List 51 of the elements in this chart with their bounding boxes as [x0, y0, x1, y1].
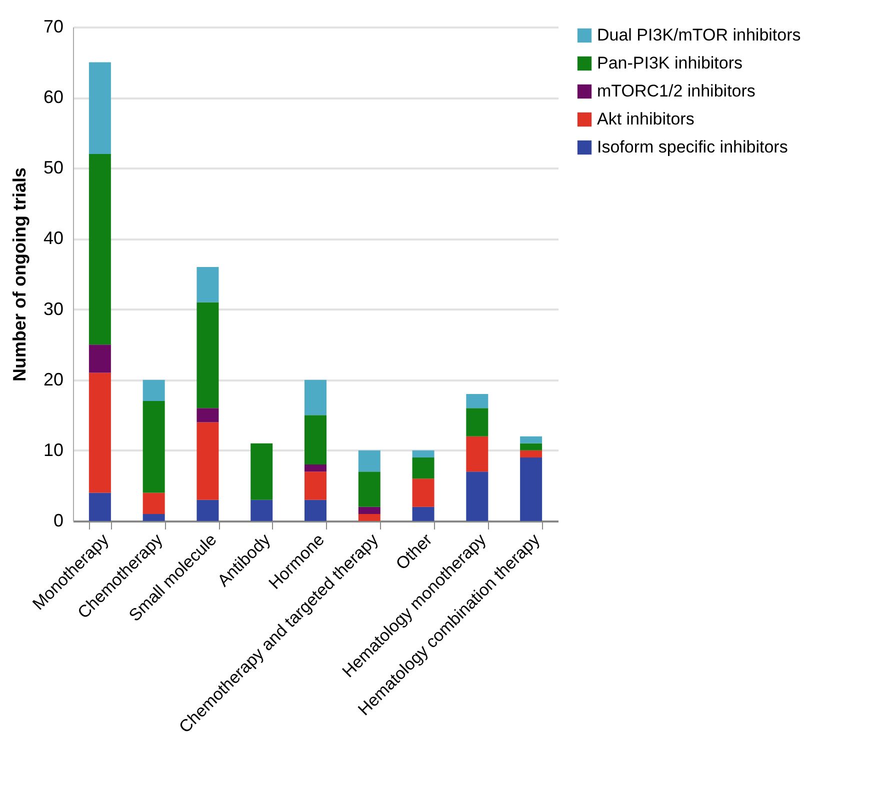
bar	[250, 443, 273, 500]
bar	[142, 401, 165, 493]
bar	[88, 372, 111, 493]
bar	[358, 506, 380, 514]
bar	[196, 500, 219, 521]
bar	[466, 394, 488, 408]
bar	[88, 344, 111, 373]
bar	[304, 415, 326, 465]
bar	[142, 514, 165, 521]
bar	[412, 478, 434, 507]
bar	[304, 464, 326, 472]
bar	[196, 422, 219, 500]
bar	[250, 500, 273, 521]
bar	[304, 472, 326, 500]
y-tick-label: 20	[43, 369, 64, 390]
bar	[142, 380, 165, 402]
y-tick-label: 10	[43, 440, 64, 460]
legend-label: Isoform specific inhibitors	[597, 138, 788, 156]
bar	[304, 500, 326, 521]
bar	[466, 436, 488, 472]
bar	[88, 154, 111, 345]
bar	[196, 302, 219, 408]
bar	[520, 450, 542, 458]
y-tick-label: 60	[43, 87, 64, 108]
bar	[520, 443, 542, 450]
bar	[412, 450, 434, 458]
bar	[520, 436, 542, 444]
bar	[88, 62, 111, 154]
bar	[358, 514, 380, 521]
y-axis-title: Number of ongoing trials	[9, 168, 30, 382]
legend-label: Dual PI3K/mTOR inhibitors	[597, 26, 801, 44]
bar	[304, 380, 326, 416]
legend-label: mTORC1/2 inhibitors	[597, 82, 756, 100]
bar	[358, 450, 380, 472]
y-tick-label: 40	[43, 228, 64, 248]
legend-label: Akt inhibitors	[597, 110, 694, 128]
bar	[412, 457, 434, 479]
bar	[196, 408, 219, 422]
bar	[358, 472, 380, 507]
bar	[466, 408, 488, 436]
y-tick-label: 30	[43, 298, 64, 319]
bar	[196, 266, 219, 302]
legend-label: Pan-PI3K inhibitors	[597, 54, 743, 72]
y-tick-label: 50	[43, 158, 64, 178]
bar	[88, 492, 111, 521]
y-tick-label: 0	[53, 510, 64, 530]
bar	[142, 492, 165, 514]
bar	[520, 457, 542, 521]
bar	[412, 506, 434, 521]
y-tick-label: 70	[43, 16, 64, 36]
bar	[466, 472, 488, 521]
